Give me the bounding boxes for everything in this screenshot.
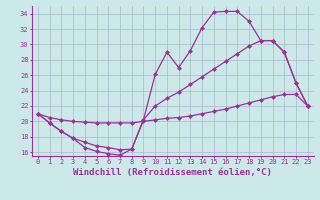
X-axis label: Windchill (Refroidissement éolien,°C): Windchill (Refroidissement éolien,°C) [73,168,272,177]
